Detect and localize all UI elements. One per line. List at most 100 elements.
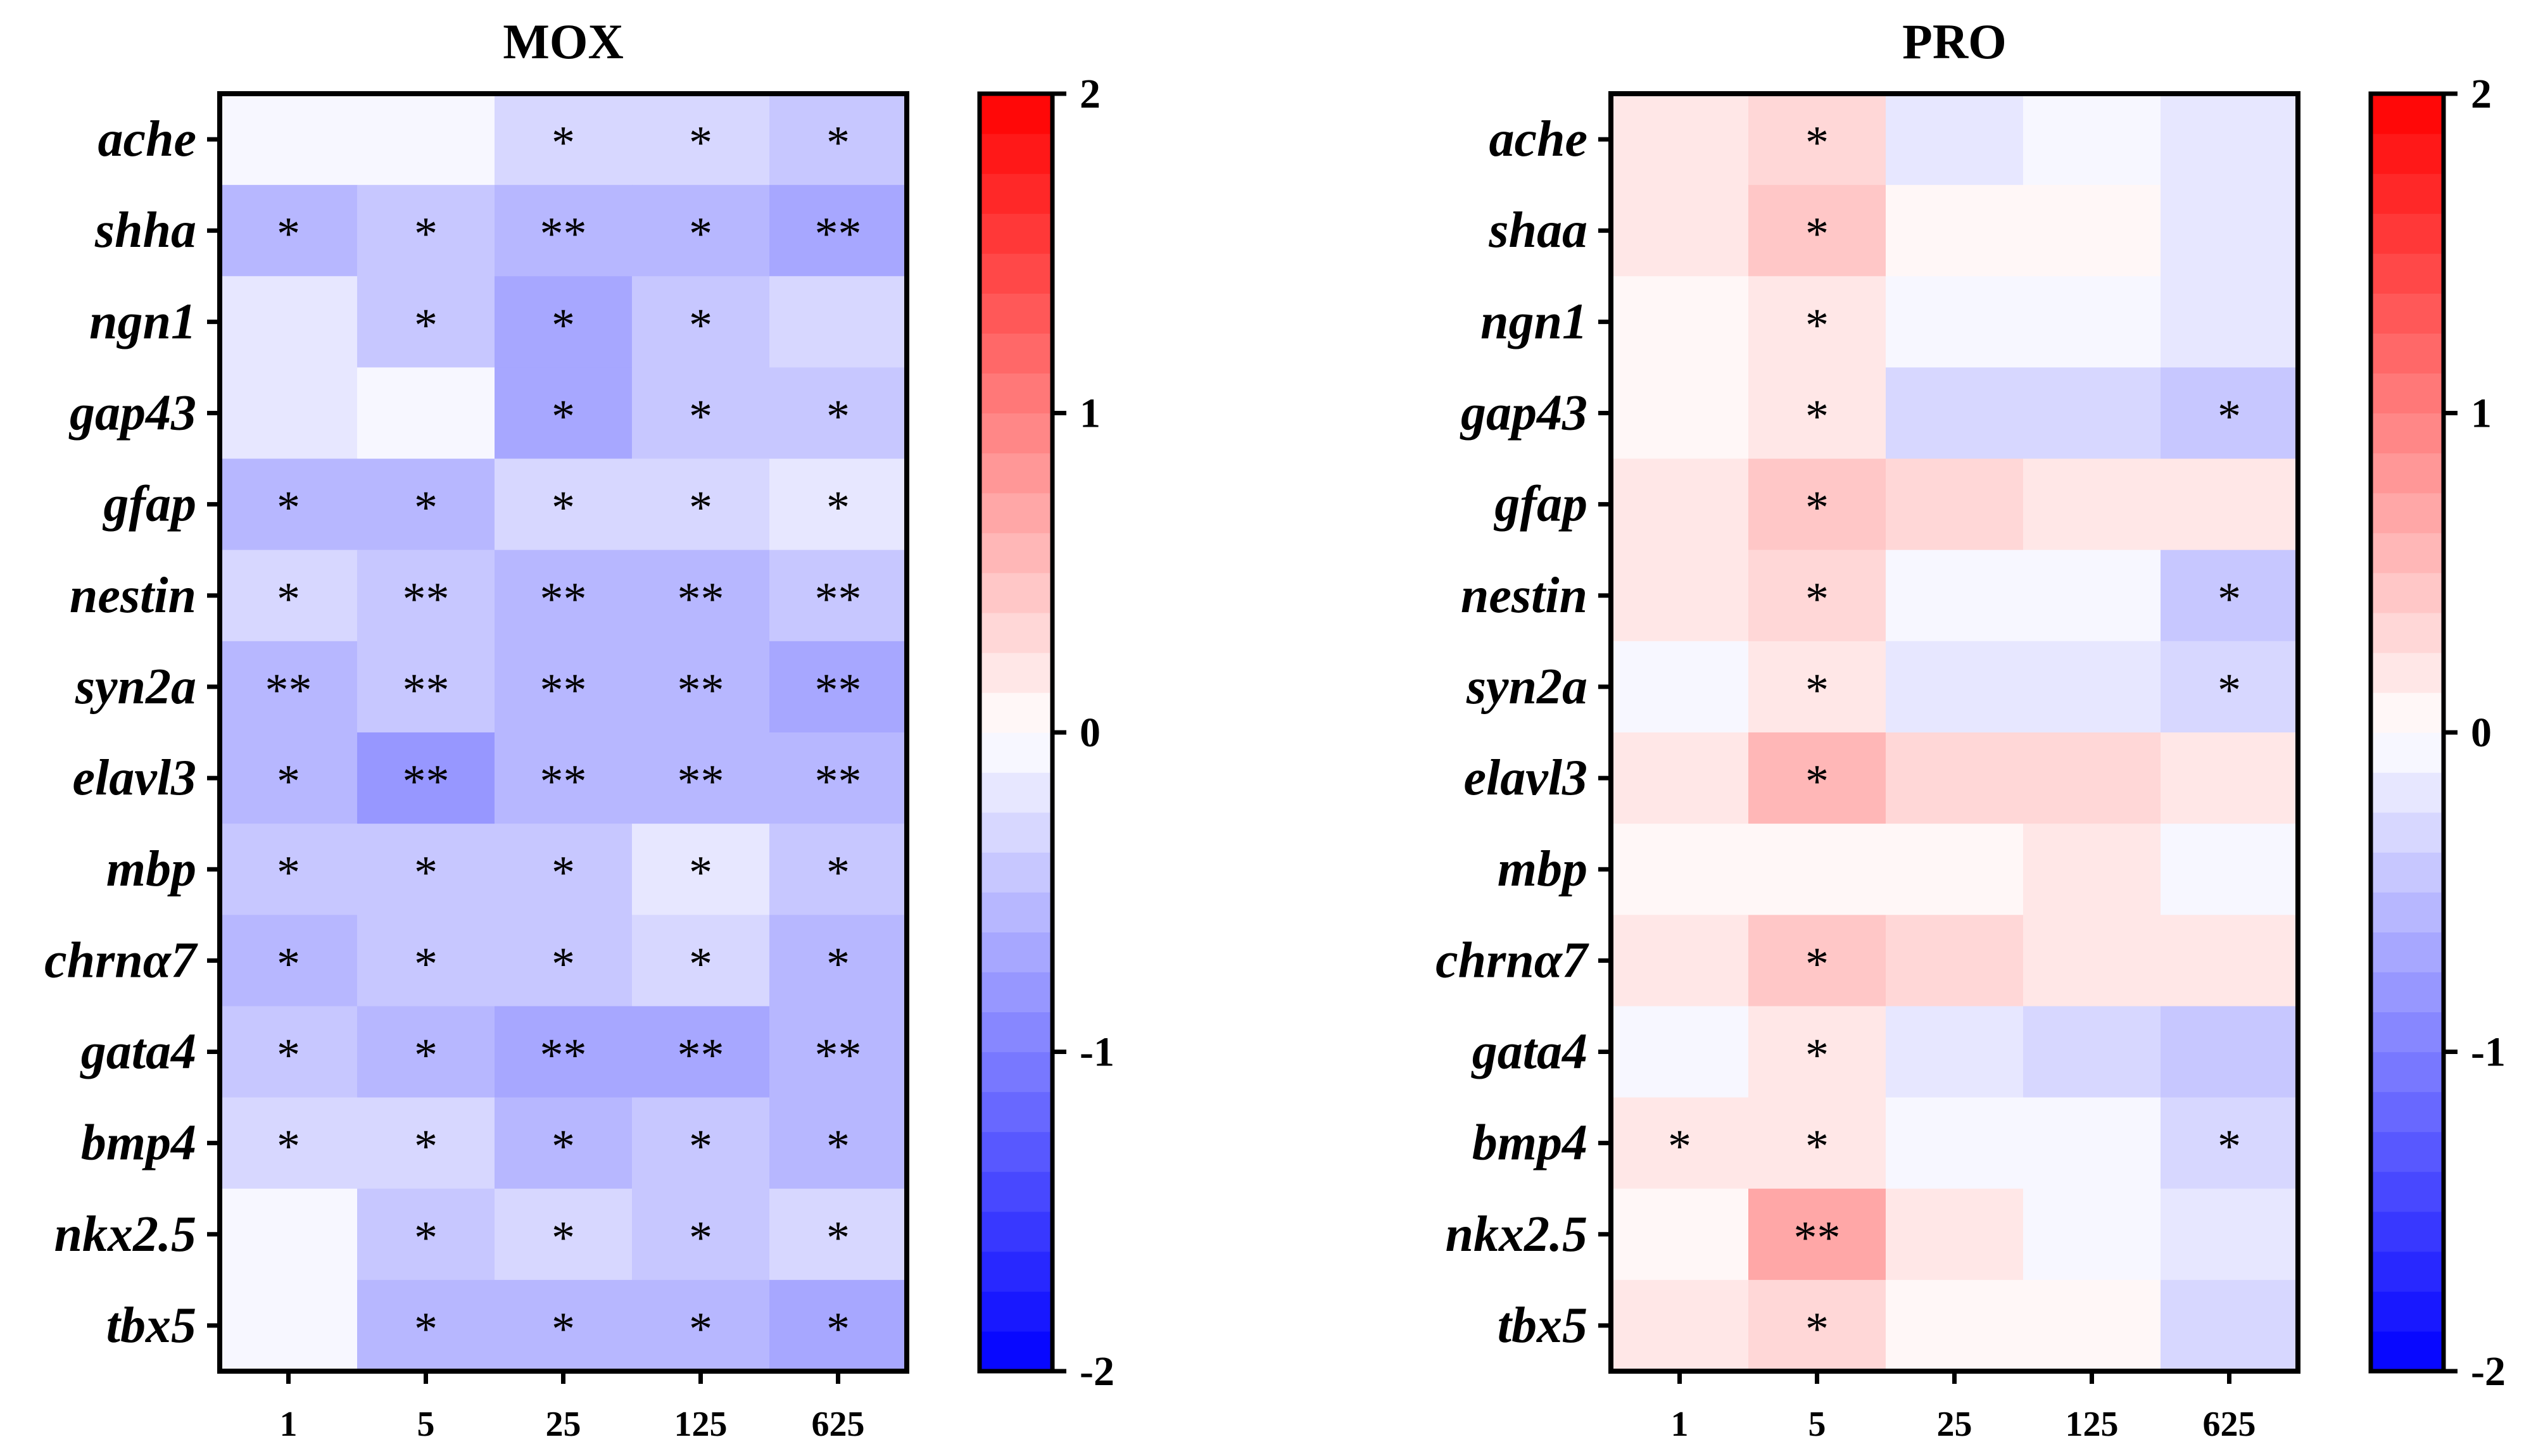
- mox-gene-label: ngn1: [89, 294, 196, 349]
- mox-heatmap-cell: [220, 94, 358, 185]
- pro-significance-marker: *: [1805, 1303, 1829, 1355]
- pro-colorbar-segment: [2371, 333, 2444, 374]
- pro-significance-marker: *: [1668, 1121, 1691, 1173]
- mox-heatmap-cell: [769, 732, 907, 824]
- pro-gene-label: bmp4: [1472, 1115, 1587, 1171]
- pro-heatmap-cell: [1611, 1188, 1749, 1281]
- mox-significance-marker: *: [414, 1303, 438, 1355]
- mox-heatmap-cell: [495, 1279, 633, 1372]
- pro-heatmap-cell: [1748, 94, 1886, 185]
- mox-significance-marker: *: [277, 482, 300, 534]
- pro-heatmap-cell: [2161, 94, 2299, 185]
- pro-significance-marker: *: [1805, 482, 1829, 534]
- mox-dose-label: 625: [812, 1405, 865, 1444]
- mox-heatmap-cell: [357, 641, 495, 733]
- mox-heatmap-cell: [357, 1006, 495, 1098]
- pro-heatmap-cell: [1886, 641, 2024, 733]
- mox-chart-title: MOX: [503, 14, 624, 69]
- mox-significance-marker: *: [826, 391, 850, 443]
- pro-significance-marker: *: [2218, 665, 2241, 717]
- mox-significance-marker: *: [689, 1303, 712, 1355]
- mox-significance-marker: *: [277, 208, 300, 260]
- mox-colorbar-segment: [980, 1291, 1052, 1332]
- pro-heatmap-cell: [2161, 641, 2299, 733]
- mox-colorbar-segment: [980, 1171, 1052, 1212]
- mox-heatmap-cell: [495, 458, 633, 551]
- mox-heatmap-cell: [220, 185, 358, 277]
- mox-significance-marker: **: [403, 756, 450, 808]
- mox-colorbar-segment: [980, 532, 1052, 574]
- pro-heatmap-cell: [2161, 458, 2299, 551]
- mox-heatmap-cell: [357, 732, 495, 824]
- mox-heatmap-cell: [357, 185, 495, 277]
- pro-heatmap-cell: [1886, 1006, 2024, 1098]
- mox-heatmap-cell: [220, 1097, 358, 1189]
- pro-gene-label: ache: [1489, 111, 1587, 167]
- mox-heatmap-cell: [220, 1279, 358, 1372]
- pro-colorbar-segment: [2371, 1012, 2444, 1053]
- pro-gene-label: tbx5: [1498, 1298, 1587, 1353]
- mox-significance-marker: **: [403, 574, 450, 625]
- mox-heatmap-cell: [495, 276, 633, 368]
- mox-significance-marker: *: [414, 1212, 438, 1264]
- mox-heatmap-cell: [769, 641, 907, 733]
- pro-colorbar-segment: [2371, 493, 2444, 534]
- pro-heatmap-cell: [1886, 732, 2024, 824]
- pro-heatmap-cell: [2023, 94, 2161, 185]
- pro-heatmap-cell: [1748, 1279, 1886, 1372]
- mox-significance-marker: *: [552, 482, 575, 534]
- pro-heatmap-cell: [1748, 824, 1886, 915]
- mox-heatmap-cell: [495, 915, 633, 1007]
- pro-colorbar-segment: [2371, 572, 2444, 613]
- mox-heatmap-cell: [632, 1006, 770, 1098]
- mox-heatmap-cell: [495, 367, 633, 460]
- mox-heatmap-cell: [220, 1188, 358, 1281]
- pro-colorbar-segment: [2371, 972, 2444, 1013]
- mox-heatmap-cell: [769, 549, 907, 642]
- pro-colorbar-segment: [2371, 892, 2444, 932]
- pro-heatmap-cell: [1886, 824, 2024, 915]
- pro-heatmap-cell: [1611, 458, 1749, 551]
- mox-colorbar-segment: [980, 1012, 1052, 1053]
- pro-significance-marker: *: [1805, 938, 1829, 990]
- pro-heatmap-cell: [2023, 915, 2161, 1007]
- mox-colorbar-segment: [980, 612, 1052, 653]
- pro-colorbar-segment: [2371, 1291, 2444, 1332]
- pro-heatmap-cell: [2161, 185, 2299, 277]
- mox-heatmap-panel: MOX* * ** * ** * *** * ** * ** * * * ** ** ** ** **** ** ** *…: [44, 14, 1114, 1444]
- pro-heatmap-cell: [1748, 732, 1886, 824]
- pro-significance-marker: *: [1805, 756, 1829, 808]
- mox-significance-marker: *: [277, 574, 300, 625]
- mox-colorbar-segment: [980, 373, 1052, 414]
- mox-heatmap-cell: [357, 549, 495, 642]
- mox-colorbar-segment: [980, 173, 1052, 214]
- mox-gene-label: tbx5: [106, 1298, 196, 1353]
- mox-significance-marker: *: [552, 117, 575, 169]
- mox-heatmap-cell: [769, 185, 907, 277]
- pro-gene-label: mbp: [1498, 841, 1587, 897]
- pro-colorbar-segment: [2371, 1331, 2444, 1372]
- mox-gene-label: nestin: [70, 568, 196, 624]
- mox-significance-marker: *: [277, 1030, 300, 1082]
- mox-significance-marker: *: [414, 1030, 438, 1082]
- pro-heatmap-cell: [2023, 458, 2161, 551]
- pro-heatmap-cell: [1611, 94, 1749, 185]
- pro-heatmap-cell: [1748, 1097, 1886, 1189]
- pro-heatmap-cell: [2161, 1188, 2299, 1281]
- mox-heatmap-cell: [495, 1006, 633, 1098]
- mox-significance-marker: *: [826, 482, 850, 534]
- pro-dose-label: 625: [2203, 1405, 2256, 1444]
- mox-heatmap-cell: [769, 1006, 907, 1098]
- mox-heatmap-cell: [632, 824, 770, 915]
- pro-heatmap-cell: [1886, 276, 2024, 368]
- pro-colorbar-segment: [2371, 134, 2444, 174]
- pro-significance-marker: *: [1805, 299, 1829, 351]
- mox-significance-marker: *: [689, 117, 712, 169]
- mox-significance-marker: *: [826, 1121, 850, 1173]
- mox-heatmap-cell: [632, 915, 770, 1007]
- pro-heatmap-cell: [1886, 549, 2024, 642]
- pro-significance-marker: *: [1805, 208, 1829, 260]
- mox-colorbar-segment: [980, 293, 1052, 334]
- mox-heatmap-cell: [769, 94, 907, 185]
